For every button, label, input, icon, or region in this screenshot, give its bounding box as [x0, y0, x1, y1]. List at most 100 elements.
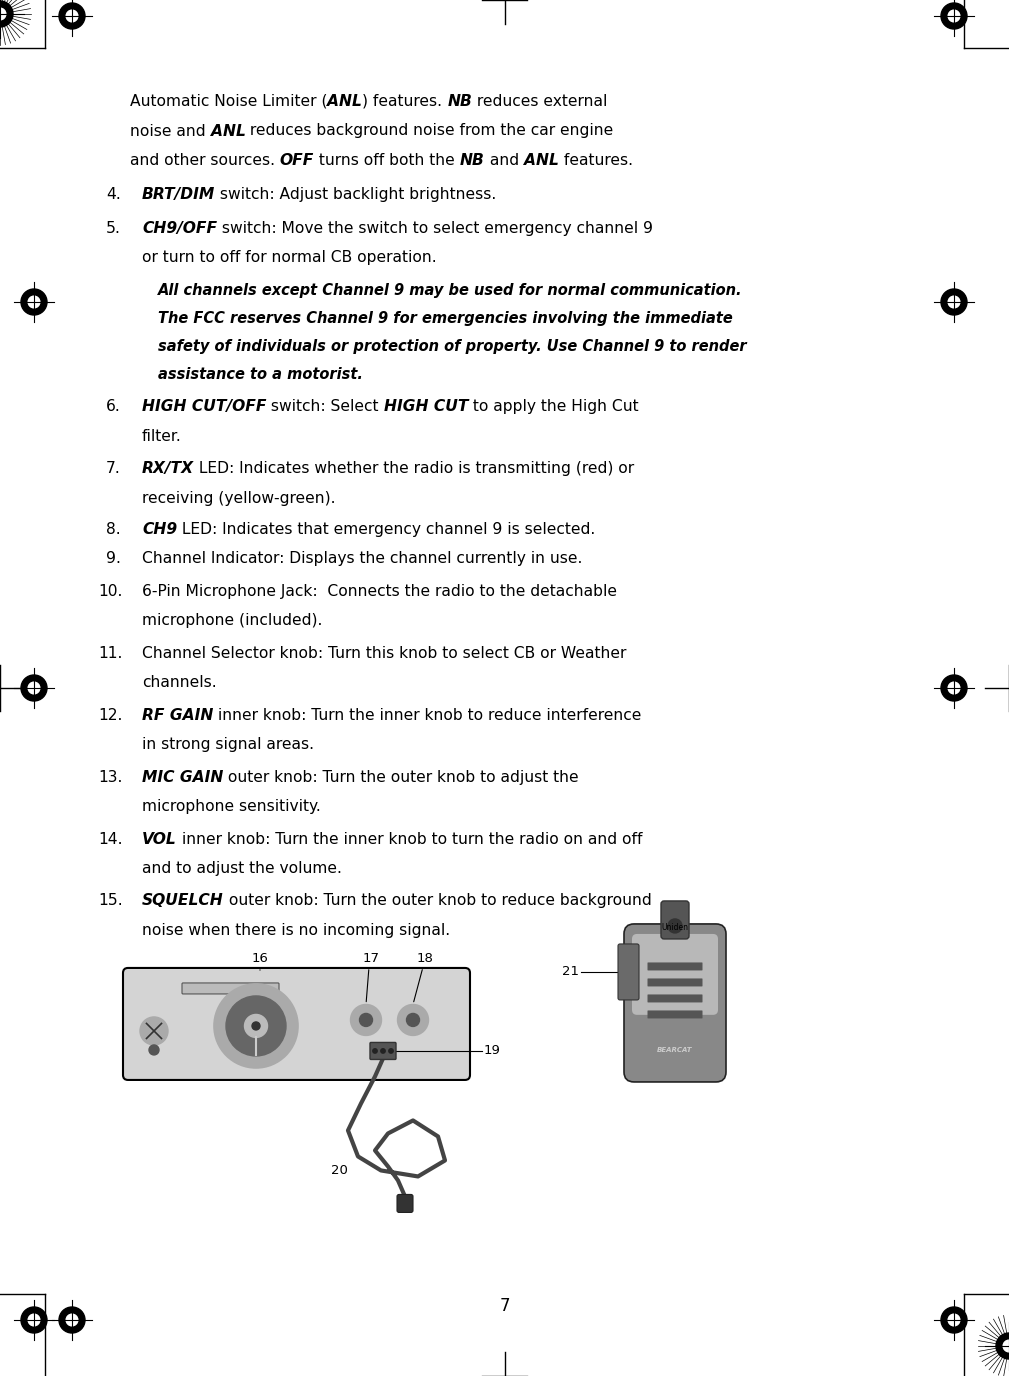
- Text: Channel Selector knob: Turn this knob to select CB or Weather: Channel Selector knob: Turn this knob to…: [142, 645, 627, 660]
- Text: safety of individuals or protection of property. Use Channel 9 to render: safety of individuals or protection of p…: [158, 338, 747, 354]
- Text: ANL: ANL: [328, 94, 362, 109]
- Text: 19: 19: [484, 1044, 500, 1057]
- Text: 18: 18: [417, 952, 434, 965]
- FancyBboxPatch shape: [624, 923, 726, 1082]
- Circle shape: [941, 3, 967, 29]
- Text: noise and: noise and: [130, 124, 211, 139]
- Text: 7.: 7.: [106, 461, 121, 476]
- Text: 12.: 12.: [98, 707, 122, 722]
- Text: channels.: channels.: [142, 676, 217, 691]
- Circle shape: [28, 296, 39, 308]
- FancyBboxPatch shape: [397, 1194, 413, 1212]
- FancyBboxPatch shape: [632, 934, 718, 1015]
- Text: 14.: 14.: [98, 831, 122, 846]
- Text: assistance to a motorist.: assistance to a motorist.: [158, 367, 363, 383]
- Text: 16: 16: [251, 952, 268, 965]
- Text: SQUELCH: SQUELCH: [142, 893, 224, 908]
- Text: reduces background noise from the car engine: reduces background noise from the car en…: [245, 124, 613, 139]
- Text: switch: Adjust backlight brightness.: switch: Adjust backlight brightness.: [215, 187, 496, 202]
- Circle shape: [0, 8, 6, 19]
- Text: 5.: 5.: [106, 222, 121, 235]
- Circle shape: [948, 1314, 960, 1326]
- Text: 8.: 8.: [106, 522, 121, 537]
- Text: 10.: 10.: [98, 583, 122, 599]
- FancyBboxPatch shape: [618, 944, 639, 1000]
- Circle shape: [244, 1014, 267, 1038]
- Text: microphone (included).: microphone (included).: [142, 614, 327, 629]
- Text: switch: Move the switch to select emergency channel 9: switch: Move the switch to select emerge…: [217, 222, 653, 235]
- Circle shape: [28, 1314, 39, 1326]
- Text: VOL: VOL: [142, 831, 177, 846]
- Text: 6.: 6.: [106, 399, 121, 414]
- Text: LED: Indicates whether the radio is transmitting (red) or: LED: Indicates whether the radio is tran…: [194, 461, 635, 476]
- Text: switch: Select: switch: Select: [266, 399, 383, 414]
- Circle shape: [59, 1307, 85, 1333]
- Text: 15.: 15.: [98, 893, 123, 908]
- Text: features.: features.: [559, 153, 633, 168]
- FancyBboxPatch shape: [648, 1010, 702, 1018]
- Text: 11.: 11.: [98, 645, 122, 660]
- Text: outer knob: Turn the outer knob to adjust the: outer knob: Turn the outer knob to adjus…: [223, 769, 579, 784]
- Circle shape: [948, 296, 960, 308]
- Circle shape: [941, 289, 967, 315]
- Circle shape: [28, 682, 39, 694]
- Circle shape: [214, 984, 298, 1068]
- Text: Automatic Noise Limiter (: Automatic Noise Limiter (: [130, 94, 328, 109]
- Text: turns off both the: turns off both the: [314, 153, 460, 168]
- Text: receiving (yellow-green).: receiving (yellow-green).: [142, 491, 336, 506]
- Text: 4.: 4.: [106, 187, 121, 202]
- Text: ANL: ANL: [524, 153, 559, 168]
- Text: CH9: CH9: [142, 522, 178, 537]
- Circle shape: [948, 10, 960, 22]
- Text: noise when there is no incoming signal.: noise when there is no incoming signal.: [142, 923, 450, 938]
- Text: RX/TX: RX/TX: [142, 461, 194, 476]
- Text: reduces external: reduces external: [472, 94, 607, 109]
- Text: 21: 21: [562, 966, 579, 978]
- Circle shape: [67, 10, 78, 22]
- Circle shape: [59, 3, 85, 29]
- Text: ANL: ANL: [211, 124, 245, 139]
- Text: OFF: OFF: [279, 153, 314, 168]
- FancyBboxPatch shape: [648, 978, 702, 987]
- Text: BEARCAT: BEARCAT: [657, 1047, 693, 1053]
- Circle shape: [359, 1014, 372, 1026]
- Circle shape: [140, 1017, 169, 1044]
- Circle shape: [407, 1014, 420, 1026]
- Circle shape: [21, 676, 47, 700]
- Text: CH9/OFF: CH9/OFF: [142, 222, 217, 235]
- Text: NB: NB: [447, 94, 472, 109]
- FancyBboxPatch shape: [182, 982, 279, 993]
- Text: LED: Indicates that emergency channel 9 is selected.: LED: Indicates that emergency channel 9 …: [178, 522, 595, 537]
- Text: Channel Indicator: Displays the channel currently in use.: Channel Indicator: Displays the channel …: [142, 552, 582, 567]
- Circle shape: [21, 1307, 47, 1333]
- Text: microphone sensitivity.: microphone sensitivity.: [142, 799, 321, 815]
- FancyBboxPatch shape: [648, 962, 702, 970]
- Text: Uniden: Uniden: [662, 923, 688, 932]
- Text: 9.: 9.: [106, 552, 121, 567]
- Circle shape: [21, 289, 47, 315]
- Circle shape: [226, 996, 286, 1055]
- Text: HIGH CUT: HIGH CUT: [383, 399, 468, 414]
- Circle shape: [372, 1049, 377, 1053]
- Circle shape: [668, 919, 682, 933]
- Circle shape: [350, 1004, 381, 1036]
- Circle shape: [388, 1049, 394, 1053]
- Text: All channels except Channel 9 may be used for normal communication.: All channels except Channel 9 may be use…: [158, 283, 743, 297]
- Circle shape: [398, 1004, 429, 1036]
- Text: and other sources.: and other sources.: [130, 153, 279, 168]
- Text: 17: 17: [362, 952, 379, 965]
- Text: ) features.: ) features.: [362, 94, 447, 109]
- FancyBboxPatch shape: [661, 901, 689, 938]
- Circle shape: [996, 1333, 1009, 1359]
- Circle shape: [1003, 1340, 1009, 1351]
- Text: in strong signal areas.: in strong signal areas.: [142, 738, 314, 753]
- Text: to apply the High Cut: to apply the High Cut: [468, 399, 639, 414]
- Text: inner knob: Turn the inner knob to turn the radio on and off: inner knob: Turn the inner knob to turn …: [177, 831, 643, 846]
- Text: 6-Pin Microphone Jack:  Connects the radio to the detachable: 6-Pin Microphone Jack: Connects the radi…: [142, 583, 616, 599]
- FancyBboxPatch shape: [370, 1043, 396, 1060]
- Circle shape: [0, 1, 13, 28]
- Circle shape: [948, 682, 960, 694]
- Text: The FCC reserves Channel 9 for emergencies involving the immediate: The FCC reserves Channel 9 for emergenci…: [158, 311, 733, 326]
- Circle shape: [941, 1307, 967, 1333]
- Text: MIC GAIN: MIC GAIN: [142, 769, 223, 784]
